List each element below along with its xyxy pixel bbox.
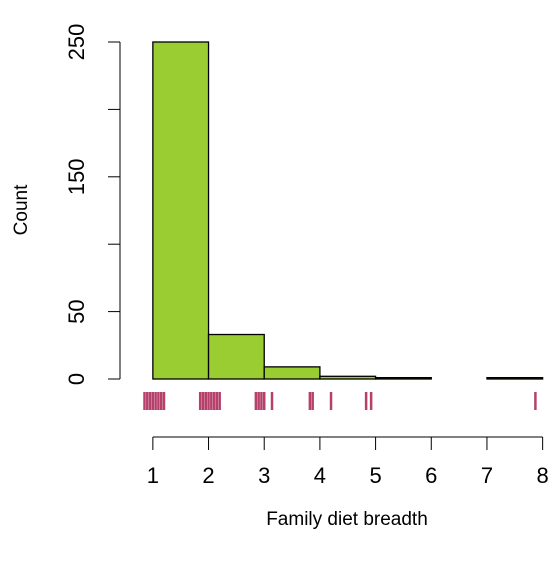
x-axis-label: Family diet breadth [266, 509, 428, 530]
bar [319, 375, 377, 380]
bar [263, 366, 321, 380]
x-tick-label: 6 [425, 463, 437, 488]
y-tick-label: 0 [64, 373, 89, 385]
x-tick-label: 4 [314, 463, 326, 488]
y-axis-label: Count [11, 184, 32, 235]
bar [486, 377, 544, 380]
x-tick-label: 1 [147, 463, 159, 488]
x-tick-label: 8 [537, 463, 549, 488]
y-tick-label: 150 [64, 158, 89, 195]
bar [374, 377, 432, 380]
x-tick-label: 7 [481, 463, 493, 488]
y-tick-label: 50 [64, 299, 89, 323]
bar [207, 333, 265, 380]
x-tick-label: 3 [258, 463, 270, 488]
x-tick-label: 2 [202, 463, 214, 488]
bar [152, 41, 210, 380]
x-tick-label: 5 [369, 463, 381, 488]
y-tick-label: 250 [64, 24, 89, 61]
